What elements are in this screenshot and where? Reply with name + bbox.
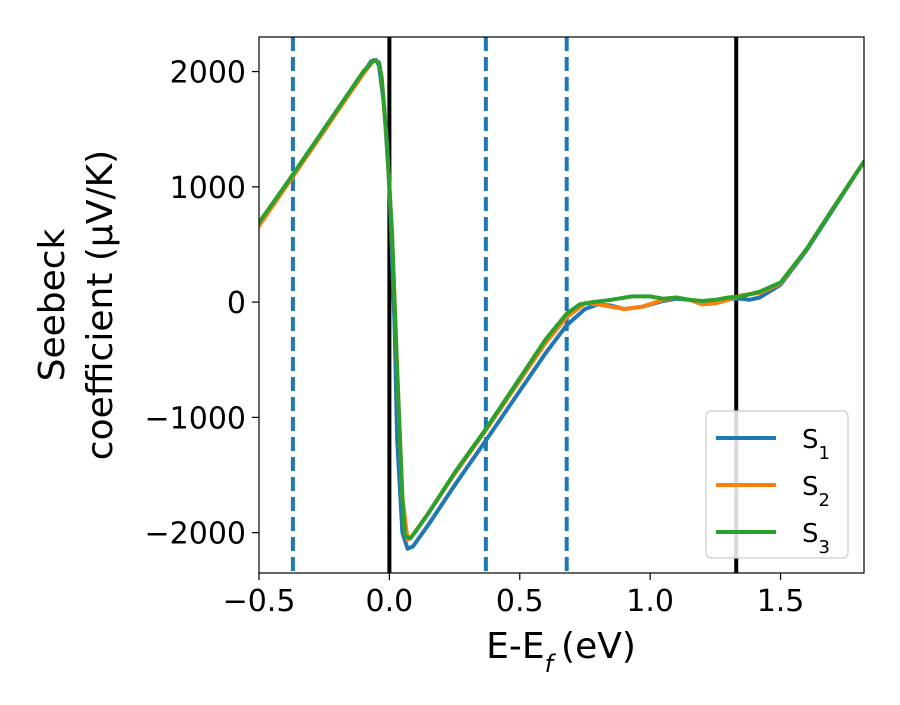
- legend-box: [705, 410, 849, 559]
- y-tick-label: 2000: [170, 56, 246, 91]
- x-axis-title: E-Ef (eV): [486, 626, 636, 678]
- x-tick-label: −0.5: [223, 584, 296, 619]
- y-tick-label: 0: [227, 286, 246, 321]
- series-line-S3: [259, 58, 864, 541]
- y-axis-title-line1: Seebeck: [32, 228, 73, 381]
- x-tick-label: 1.5: [757, 584, 805, 619]
- x-tick-label: 1.0: [626, 584, 674, 619]
- x-tick-label: 0.5: [496, 584, 544, 619]
- x-tick-label: 0.0: [366, 584, 414, 619]
- legend-label-S2: S2: [802, 472, 830, 511]
- y-tick-label: −1000: [145, 401, 246, 436]
- plot-frame: [258, 36, 865, 574]
- legend-label-S3: S3: [802, 519, 830, 558]
- legend: S1 S2 S3: [705, 410, 849, 559]
- legend-label-S1: S1: [802, 425, 830, 464]
- y-tick-label: 1000: [170, 171, 246, 206]
- y-axis-title-line2: coefficient (μV/K): [80, 150, 121, 460]
- y-tick-label: −2000: [145, 517, 246, 552]
